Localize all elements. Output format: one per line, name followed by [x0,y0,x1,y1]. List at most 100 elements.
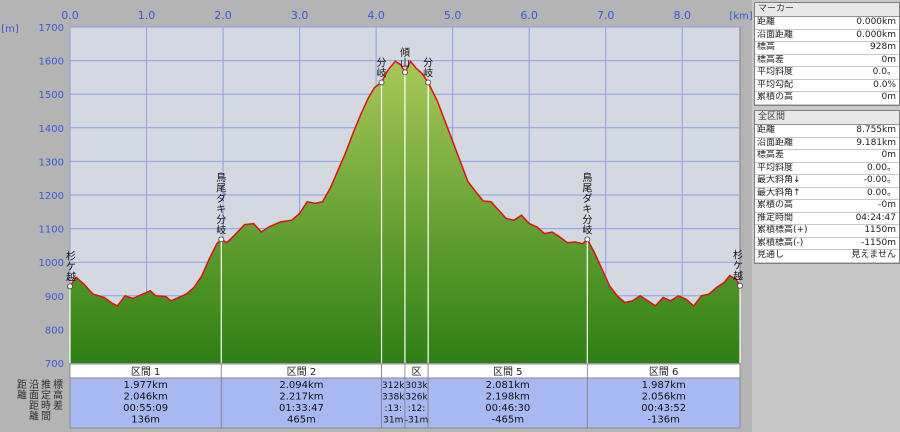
segment-value: 303k [405,381,428,391]
segment-body [69,377,222,429]
total-row-value: 9.181km [856,137,896,148]
y-tick-label: 1500 [39,90,64,101]
segment-value: 1.977km [124,380,168,391]
segment-value: :12: [408,404,426,414]
y-tick-label: 1300 [39,157,64,168]
segment-header [381,363,406,379]
total-row-label: 最大斜角↓ [757,175,801,185]
total-row-label: 累積標高(+) [757,225,808,235]
row-label: 標高差 [53,378,63,412]
total-row: 累積標高(-) -1150m [755,237,899,250]
segment-value: 00:55:09 [123,403,168,414]
segment-value: 00:43:52 [641,403,686,414]
marker-row-value: 928m [870,42,896,52]
waypoint-label: 鳥尾ダキ分岐 [582,171,592,237]
total-row: 累積標高(+) 1150m [755,225,899,238]
segment-value: :13: [384,404,402,414]
total-row-value: -0m [878,200,896,210]
segment-value: 2.217km [279,392,323,403]
segment-value: 2.081km [486,380,530,391]
segment-value: 31m [383,416,403,426]
segment-value: 2.198km [486,392,530,403]
total-row-value: 0.00。 [866,187,896,198]
marker-row-label: 標高 [757,42,776,52]
segment-value: 338k [382,393,405,403]
x-tick-label: 7.0 [597,9,615,22]
total-row-value: 8.755km [856,125,896,135]
y-tick-label: 1000 [39,258,64,269]
marker-row-label: 沿面距離 [757,29,794,40]
segment-body [220,377,382,429]
marker-row: 標高 928m [755,42,899,55]
y-tick-label: 1200 [39,191,64,202]
row-label: 推定時間 [41,378,51,423]
marker-panel: マーカー 距離 0.000km 沿面距離 0.000km 標高 928m 標高差 0m 平均斜度… [754,2,900,106]
x-tick-label: 8.0 [673,9,691,22]
y-axis-ticks: 700 800 900 1000 1100 1200 1300 1400 1500 1600 170… [39,23,64,370]
marker-row: 沿面距離 0.000km [755,29,899,42]
total-row-label: 最大斜角↑ [757,187,801,198]
total-row: 累積の高 -0m [755,200,899,213]
waypoint-dot [67,283,73,290]
segment-body [427,377,588,429]
info-sidebar: マーカー 距離 0.000km 沿面距離 0.000km 標高 928m 標高差 0m 平均斜度… [752,0,900,432]
segment-value: 326k [405,393,428,403]
total-row-label: 沿面距離 [757,137,794,148]
y-tick-label: 1100 [39,225,64,236]
total-panel: 全区間 距離 8.755km 沿面距離 9.181km 標高差 0m 平均斜度 0.00。 最大… [754,110,900,264]
segment-value: 1.987km [642,380,686,391]
segment-value: -136m [647,415,679,426]
segment-label: 区間 6 [649,366,679,378]
total-row-value: 04:24:47 [855,212,896,223]
waypoint-label: 分岐 [423,57,433,80]
total-row-value: -0.00。 [863,175,896,185]
waypoint-dot [425,79,432,86]
marker-row-value: 0.000km [856,17,896,27]
marker-row-value: 0.0% [873,79,896,90]
total-row-label: 標高差 [757,150,785,160]
y-tick-label: 900 [45,292,64,303]
waypoint-dot [378,79,385,86]
y-tick-label: 1400 [39,124,64,135]
row-label: 沿面距離 [29,379,39,423]
segment-value: 2.094km [279,380,323,391]
segment-value: 136m [131,415,160,426]
segment-value: 465m [287,415,316,426]
marker-row-label: 標高差 [757,54,785,65]
marker-row-value: 0m [881,54,897,65]
x-tick-label: 4.0 [367,9,385,22]
marker-row-label: 距離 [757,17,776,27]
marker-panel-title: マーカー [755,3,899,17]
marker-row: 平均勾配 0.0% [755,79,899,92]
segment-label: 区間 5 [493,366,523,378]
marker-row-value: 0.0。 [872,67,896,77]
segment-value: 2.046km [124,392,168,403]
segment-value: 2.056km [642,392,686,403]
x-unit-label: [km] [729,11,752,22]
total-row-label: 累積標高(-) [757,237,804,248]
elevation-line [69,59,741,307]
segment-label: 区間 1 [131,366,161,378]
total-row: 平均斜度 0.00。 [755,163,899,175]
waypoint-label: 分岐 [377,57,387,80]
x-tick-label: 0.0 [61,9,79,22]
total-panel-title: 全区間 [755,111,899,125]
segment-label: 区間 2 [287,366,317,378]
total-row: 距離 8.755km [755,125,899,138]
marker-row: 標高差 0m [755,54,899,67]
x-tick-label: 3.0 [291,9,309,22]
marker-row: 平均斜度 0.0。 [755,67,899,80]
row-label: 距離 [17,379,27,402]
waypoint-label: 杉ケ越 [733,249,743,283]
segment-value: -465m [492,415,524,426]
total-row: 標高差 0m [755,150,899,163]
x-tick-label: 1.0 [138,9,156,22]
total-row-label: 見通し [757,250,785,260]
x-tick-label: 2.0 [214,9,232,22]
y-tick-label: 800 [45,325,64,336]
waypoint-label: 鳥尾ダキ分岐 [216,171,226,237]
